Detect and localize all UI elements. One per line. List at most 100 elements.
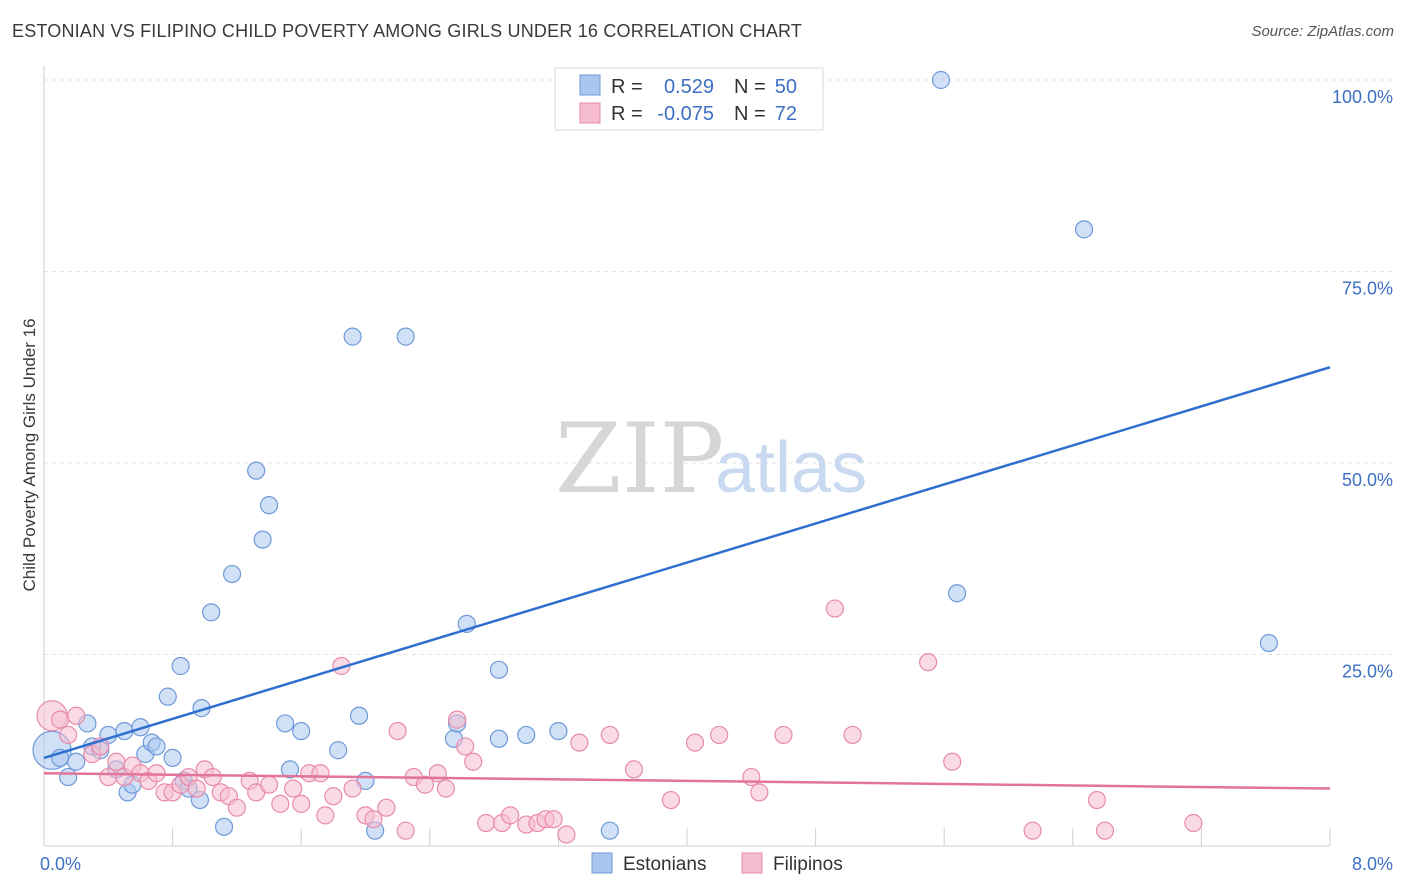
legend-n-label: N =: [734, 76, 766, 98]
filipinos-point: [464, 752, 483, 771]
filipinos-point: [259, 775, 279, 794]
x-tick-label: 8.0%: [1352, 854, 1393, 874]
legend-r-value: 0.529: [664, 76, 714, 98]
watermark-zip: ZIP: [555, 403, 724, 515]
estonians-point: [517, 725, 536, 745]
legend-swatch-estonians: [591, 852, 613, 874]
estonians-point: [253, 530, 272, 549]
y-tick-label: 25.0%: [1342, 662, 1393, 682]
legend-label-filipinos: Filipinos: [773, 854, 843, 875]
filipinos-point: [187, 779, 206, 798]
correlation-legend: R = 0.529 N = 50 R = -0.075 N = 72: [554, 67, 824, 131]
estonians-point: [247, 461, 266, 480]
filipinos-point: [292, 794, 311, 813]
estonians-point: [396, 327, 415, 346]
filipinos-point: [750, 783, 769, 802]
filipinos-point: [774, 725, 793, 745]
y-tick-label: 50.0%: [1342, 470, 1393, 490]
estonians-point: [158, 687, 177, 706]
filipinos-point: [396, 821, 415, 840]
estonians-point: [549, 721, 568, 741]
x-tick-label: 0.0%: [40, 854, 81, 874]
filipinos-point: [710, 725, 729, 745]
filipinos-point: [570, 733, 589, 752]
estonians-point: [280, 760, 300, 779]
estonians-point: [259, 496, 279, 515]
estonians-point: [147, 737, 166, 756]
estonians-point: [600, 821, 619, 840]
legend-n-value: 50: [775, 76, 797, 98]
legend-label-estonians: Estonians: [623, 854, 706, 875]
legend-n-value: 72: [775, 103, 797, 125]
y-axis-title: Child Poverty Among Girls Under 16: [20, 318, 39, 591]
source-label: Source: ZipAtlas.com: [1251, 23, 1394, 40]
scatter-points: [32, 70, 1279, 844]
filipinos-point: [843, 725, 862, 745]
estonians-point: [349, 706, 369, 725]
trend-lines: [43, 366, 1331, 790]
filipinos-point: [825, 599, 844, 618]
estonians-point: [59, 767, 78, 787]
watermark-atlas: atlas: [715, 428, 867, 508]
filipinos-point: [343, 779, 362, 798]
filipinos-point: [316, 806, 335, 825]
filipinos-point: [203, 767, 222, 787]
filipinos-point: [1087, 790, 1107, 810]
filipinos-point: [311, 764, 330, 783]
filipinos-point: [685, 733, 705, 752]
filipinos-point: [324, 787, 343, 806]
filipinos-point: [742, 767, 761, 787]
legend-swatch-filipinos: [741, 852, 763, 874]
filipinos-point: [1023, 821, 1042, 840]
estonians-point: [202, 603, 221, 622]
y-tick-label: 75.0%: [1342, 279, 1393, 299]
filipinos-point: [147, 764, 166, 783]
filipinos-point: [448, 710, 467, 729]
legend-n-label: N =: [734, 103, 766, 125]
estonians-point: [489, 660, 509, 679]
filipinos-point: [544, 810, 563, 829]
estonians-point: [343, 327, 362, 346]
estonians-point: [947, 584, 967, 603]
estonians-point: [931, 70, 951, 90]
filipinos-point: [600, 725, 619, 745]
filipinos-point: [107, 752, 126, 771]
legend-r-label: R =: [611, 103, 643, 125]
filipinos-point: [377, 798, 396, 817]
grid-lines: [44, 79, 1392, 655]
filipinos-point: [284, 779, 303, 798]
filipinos-point: [919, 653, 938, 672]
filipinos-point: [1095, 821, 1115, 840]
estonians-point: [67, 752, 86, 771]
y-tick-label: 100.0%: [1332, 87, 1393, 107]
filipinos-point: [456, 737, 475, 756]
legend-r-value: -0.075: [657, 103, 714, 125]
filipinos-point: [501, 806, 520, 825]
estonians-point: [489, 729, 509, 748]
estonians-point: [329, 741, 348, 760]
filipinos-point: [99, 767, 118, 787]
filipinos-point: [227, 798, 246, 817]
filipinos-point: [436, 779, 455, 798]
series-legend: Estonians Filipinos: [591, 852, 843, 875]
filipinos-point: [50, 710, 70, 729]
estonians-point: [276, 714, 295, 733]
estonians-point: [163, 748, 182, 768]
filipinos-point: [943, 752, 962, 771]
filipinos-point: [476, 813, 496, 833]
estonians-point: [171, 656, 190, 676]
tick-labels: 25.0% 50.0% 75.0% 100.0% 0.0% 8.0%: [40, 87, 1393, 874]
estonians-point: [222, 564, 242, 584]
estonians-point: [214, 817, 234, 836]
filipinos-point: [59, 725, 78, 745]
chart-title: ESTONIAN VS FILIPINO CHILD POVERTY AMONG…: [12, 21, 803, 41]
filipinos-trend-line: [43, 771, 1331, 790]
legend-r-label: R =: [611, 76, 643, 98]
filipinos-point: [67, 706, 86, 725]
filipinos-point: [364, 810, 383, 829]
filipinos-point: [557, 825, 576, 844]
watermark: ZIP atlas: [555, 403, 867, 515]
filipinos-point: [624, 760, 644, 779]
legend-swatch-estonians: [579, 74, 601, 96]
